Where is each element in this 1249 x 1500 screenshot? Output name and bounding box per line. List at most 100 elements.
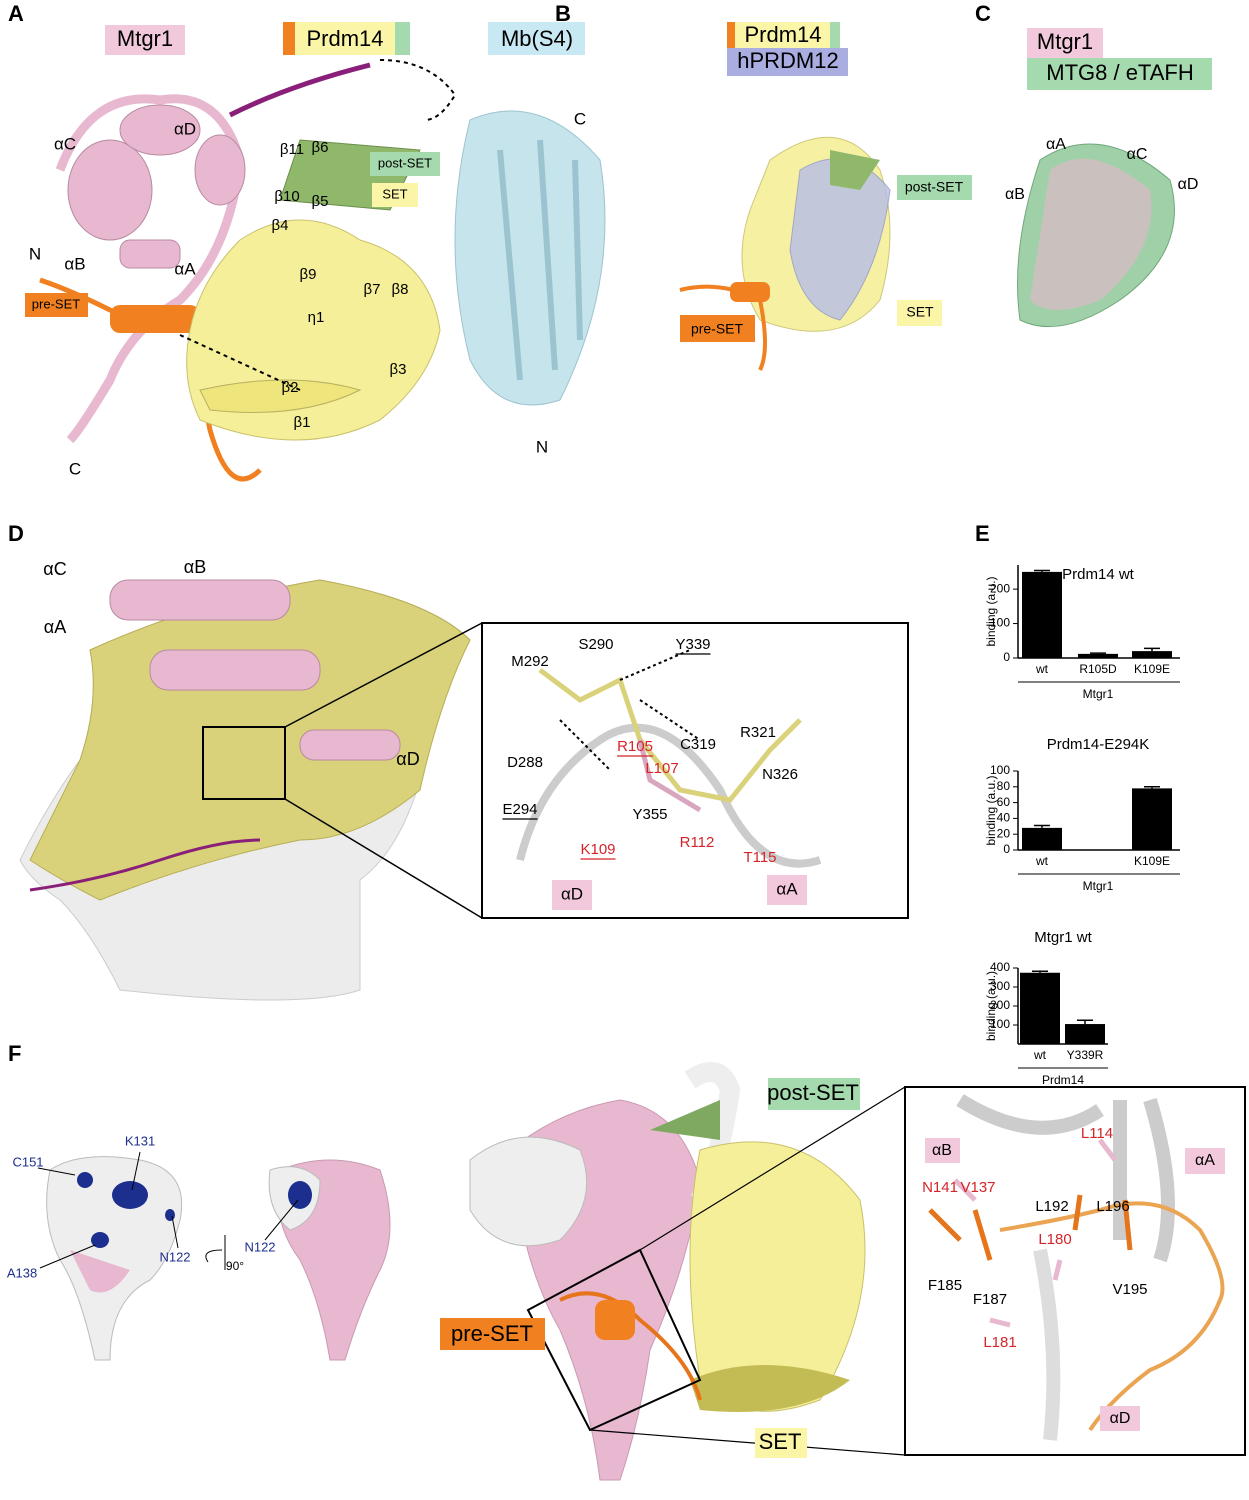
label-box	[25, 293, 88, 317]
label-box	[755, 1428, 807, 1458]
y-tick-label: 0	[1003, 842, 1010, 856]
label: SET	[759, 1429, 802, 1454]
bar	[1065, 1024, 1105, 1044]
label: Mb(S4)	[501, 26, 573, 51]
label: β8	[392, 281, 409, 298]
label: Mtgr1	[117, 26, 173, 51]
y-tick-label: 400	[990, 960, 1010, 974]
chart-title: Mtgr1 wt	[1034, 929, 1092, 946]
label: αD	[1110, 1410, 1131, 1427]
label: 90°	[226, 1259, 244, 1273]
label-box	[830, 22, 840, 48]
label: Y339	[675, 636, 710, 653]
label: L181	[983, 1334, 1016, 1351]
error-bar	[1144, 647, 1160, 652]
error-bar	[1034, 824, 1050, 828]
label: pre-SET	[691, 321, 744, 337]
error-bar	[1034, 569, 1050, 572]
structure-f	[46, 1062, 1246, 1481]
label: αC	[1127, 146, 1148, 163]
label-box	[488, 22, 585, 55]
y-axis-label: binding (a.u.)	[984, 971, 998, 1041]
error-bar	[1144, 786, 1160, 789]
label-box	[552, 880, 592, 910]
error-bar	[1032, 970, 1048, 973]
label: αD	[561, 884, 583, 903]
leader-line	[171, 1215, 179, 1249]
panel-label: E	[975, 521, 990, 546]
label-box	[925, 1138, 960, 1163]
y-tick-label: 200	[990, 581, 1010, 595]
label: αD	[396, 749, 419, 769]
label: N141	[922, 1179, 958, 1196]
label: αA	[1195, 1152, 1215, 1169]
y-tick-label: 100	[990, 616, 1010, 630]
structure-c	[1017, 143, 1175, 328]
label-box	[727, 48, 848, 76]
label: β2	[282, 379, 299, 396]
label-box	[768, 1078, 860, 1110]
label-box	[1027, 28, 1103, 58]
x-tick-label: wt	[1033, 1048, 1047, 1062]
leader-line	[264, 1199, 299, 1241]
y-axis-label: binding (a.u.)	[984, 576, 998, 646]
label-box	[897, 175, 972, 200]
label-box	[1100, 1406, 1140, 1431]
panel-label: F	[8, 1041, 21, 1066]
label: post-SET	[905, 179, 964, 195]
label: Prdm14	[306, 26, 383, 51]
label: D288	[507, 754, 543, 771]
y-tick-label: 60	[997, 795, 1011, 809]
y-tick-label: 300	[990, 979, 1010, 993]
leader-line	[39, 1244, 96, 1269]
label-box	[1027, 58, 1212, 90]
label-box	[440, 1318, 545, 1350]
panel-label: B	[555, 1, 571, 26]
label: N326	[762, 766, 798, 783]
label-box	[295, 22, 395, 55]
panel-label: C	[975, 1, 991, 26]
label: C319	[680, 736, 716, 753]
label-box	[897, 300, 942, 326]
label: R112	[680, 834, 715, 851]
label: αA	[1046, 136, 1066, 153]
label-box	[105, 25, 185, 55]
label: K109	[580, 841, 615, 858]
leader-line	[37, 1167, 76, 1176]
x-tick-label: K109E	[1134, 662, 1170, 676]
label: T115	[743, 849, 776, 866]
label: SET	[906, 304, 934, 320]
label: A138	[7, 1265, 37, 1280]
bar	[1132, 651, 1172, 658]
label: SET	[382, 186, 407, 201]
label: αB	[1005, 186, 1025, 203]
structure-d	[19, 579, 909, 1001]
y-axis-label: binding (a.u.)	[984, 775, 998, 845]
label: β10	[274, 188, 299, 205]
y-tick-label: 80	[997, 779, 1011, 793]
label: αB	[64, 254, 85, 273]
label: β9	[300, 266, 317, 283]
y-tick-label: 100	[990, 1017, 1010, 1031]
panel-label: D	[8, 521, 24, 546]
group-label: Mtgr1	[1083, 879, 1114, 893]
structure-a	[39, 59, 606, 482]
label: L107	[645, 760, 678, 777]
bar	[1022, 827, 1062, 850]
label: hPRDM12	[737, 48, 838, 73]
bar	[1022, 571, 1062, 658]
chart-title: Prdm14 wt	[1062, 566, 1135, 583]
label: V137	[960, 1179, 995, 1196]
label: L180	[1038, 1231, 1071, 1248]
label: N	[29, 244, 41, 263]
label: β11	[280, 141, 304, 158]
y-tick-label: 200	[990, 998, 1010, 1012]
label: αA	[44, 617, 66, 637]
label: E294	[502, 801, 537, 818]
y-tick-label: 100	[990, 763, 1010, 777]
x-tick-label: K109E	[1134, 854, 1170, 868]
x-tick-label: R105D	[1079, 662, 1117, 676]
label: V195	[1112, 1281, 1147, 1298]
label: αA	[174, 259, 196, 278]
